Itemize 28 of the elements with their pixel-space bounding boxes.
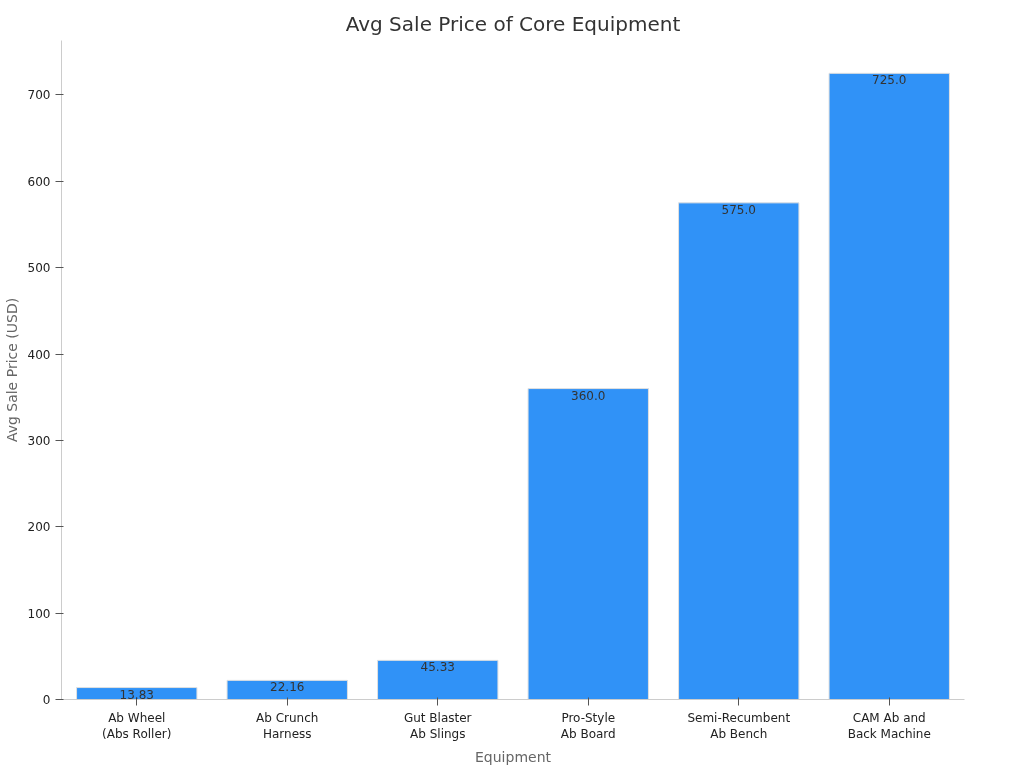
x-tick-label: Ab Crunch Harness [256, 710, 319, 742]
data-label: 575.0 [721, 202, 756, 217]
bar [678, 202, 800, 700]
x-axis-title: Equipment [475, 749, 552, 766]
x-tick-label: Pro-Style Ab Board [560, 710, 616, 742]
y-tick-label: 100 [27, 606, 51, 621]
chart-title: Avg Sale Price of Core Equipment [345, 11, 681, 36]
data-label: 725.0 [872, 73, 907, 88]
data-label: 22.16 [270, 680, 305, 695]
x-tick-label: Semi-Recumbent Ab Bench [687, 710, 791, 742]
y-tick-label: 600 [27, 174, 51, 189]
bar [527, 388, 649, 700]
bar [226, 679, 348, 700]
x-tick-label: CAM Ab and Back Machine [847, 710, 931, 742]
x-tick-label: Gut Blaster Ab Slings [403, 710, 472, 742]
bar [828, 72, 950, 700]
data-label: 45.33 [420, 660, 455, 675]
bar [377, 659, 499, 700]
data-label: 360.0 [571, 388, 606, 403]
y-tick-label: 0 [42, 693, 51, 707]
y-tick-label: 400 [27, 347, 51, 362]
y-tick-label: 300 [27, 433, 51, 448]
x-tick-label: Ab Wheel (Abs Roller) [102, 710, 172, 742]
y-tick-label: 500 [27, 261, 51, 276]
y-axis-title: Avg Sale Price (USD) [3, 297, 20, 443]
data-label: 13.83 [119, 687, 154, 702]
y-tick-label: 700 [27, 88, 51, 103]
y-tick-label: 200 [27, 520, 51, 535]
